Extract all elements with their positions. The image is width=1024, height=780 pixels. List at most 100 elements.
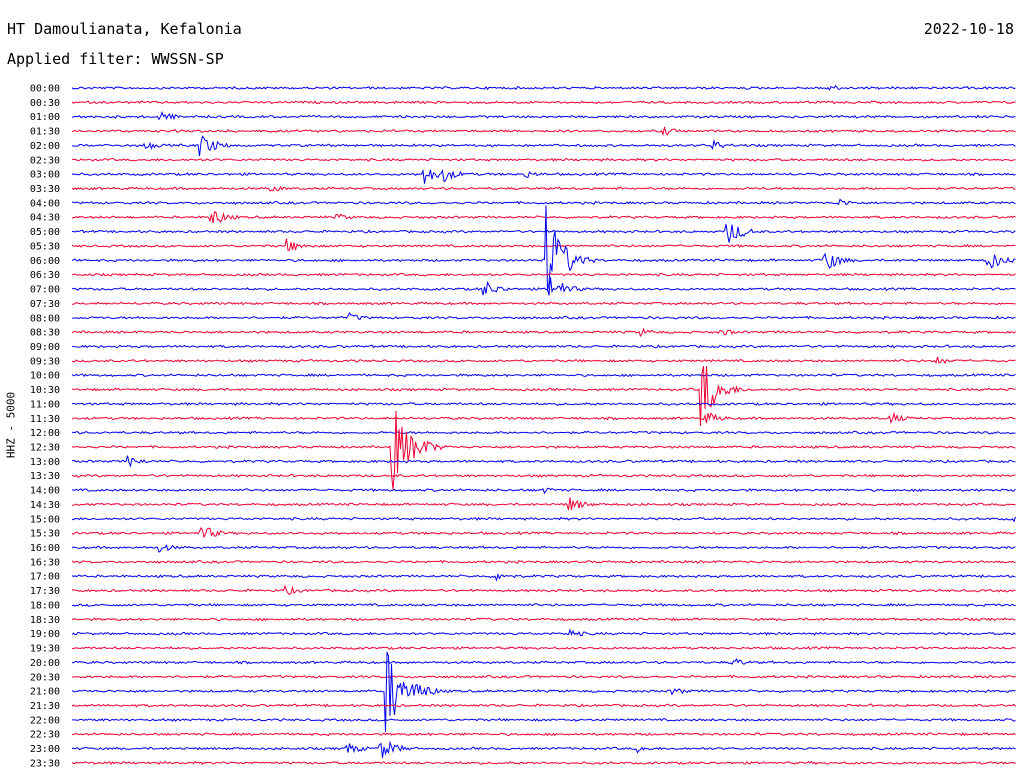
- row-time-label: 18:00: [30, 600, 60, 611]
- row-time-label: 16:00: [30, 543, 60, 554]
- row-time-label: 00:00: [30, 84, 60, 95]
- row-time-label: 09:00: [30, 342, 60, 353]
- trace-line: [71, 327, 1016, 338]
- trace-line: [71, 430, 1016, 435]
- row-time-label: 09:30: [30, 356, 60, 367]
- row-time-label: 01:30: [30, 127, 60, 138]
- row-time-label: 02:30: [30, 155, 60, 166]
- trace-line: [71, 157, 1016, 162]
- row-time-label: 20:30: [30, 672, 60, 683]
- trace-line: [72, 224, 1016, 243]
- row-time-label: 10:30: [30, 385, 60, 396]
- filter-label: Applied filter: WWSSN-SP: [7, 50, 224, 68]
- row-time-label: 13:00: [30, 457, 60, 468]
- trace-line: [72, 645, 1016, 651]
- row-time-label: 18:30: [30, 615, 60, 626]
- row-time-label: 07:00: [30, 285, 60, 296]
- row-time-label: 15:00: [30, 514, 60, 525]
- trace-line: [71, 356, 1016, 365]
- trace-line: [71, 366, 1016, 427]
- trace-line: [72, 717, 1016, 722]
- trace-line: [72, 658, 1016, 665]
- trace-line: [71, 674, 1016, 679]
- trace-line: [71, 100, 1016, 105]
- row-time-label: 20:00: [30, 658, 60, 669]
- trace-line: [71, 185, 1016, 192]
- trace-line: [71, 516, 1016, 523]
- trace-line: [71, 344, 1016, 349]
- trace-line: [71, 602, 1016, 607]
- trace-line: [71, 238, 1016, 251]
- row-time-label: 21:00: [30, 687, 60, 698]
- row-time-label: 19:00: [30, 629, 60, 640]
- trace-line: [71, 584, 1016, 596]
- row-time-label: 11:00: [30, 399, 60, 410]
- trace-line: [71, 168, 1016, 184]
- trace-line: [71, 410, 1016, 490]
- trace-line: [71, 573, 1016, 582]
- row-time-label: 16:30: [30, 557, 60, 568]
- trace-line: [72, 301, 1016, 306]
- trace-line: [71, 544, 1016, 553]
- row-time-label: 08:30: [30, 328, 60, 339]
- trace-line: [71, 401, 1016, 406]
- row-time-label: 21:30: [30, 701, 60, 712]
- row-time-label: 04:00: [30, 198, 60, 209]
- row-time-label: 04:30: [30, 213, 60, 224]
- trace-line: [71, 617, 1016, 622]
- row-time-label: 03:00: [30, 170, 60, 181]
- row-time-label: 01:00: [30, 112, 60, 123]
- row-time-label: 13:30: [30, 471, 60, 482]
- row-time-label: 12:00: [30, 428, 60, 439]
- trace-line: [71, 628, 1016, 637]
- trace-line: [71, 272, 1016, 277]
- trace-line: [71, 126, 1016, 136]
- trace-line: [72, 110, 1016, 121]
- trace-line: [71, 373, 1016, 378]
- row-time-label: 12:30: [30, 443, 60, 454]
- row-time-label: 23:30: [30, 758, 60, 769]
- row-time-label: 14:00: [30, 486, 60, 497]
- trace-line: [71, 497, 1016, 511]
- row-time-label: 06:00: [30, 256, 60, 267]
- row-time-label: 15:30: [30, 529, 60, 540]
- trace-line: [71, 198, 1016, 206]
- row-time-label: 11:30: [30, 414, 60, 425]
- row-time-label: 22:30: [30, 730, 60, 741]
- row-time-label: 22:00: [30, 715, 60, 726]
- row-time-label: 05:30: [30, 241, 60, 252]
- trace-line: [71, 487, 1016, 495]
- trace-line: [71, 85, 1016, 91]
- trace-line: [71, 411, 1016, 425]
- row-time-label: 10:00: [30, 371, 60, 382]
- trace-line: [71, 732, 1016, 737]
- row-time-label: 23:00: [30, 744, 60, 755]
- trace-line: [71, 135, 1016, 157]
- row-time-label: 00:30: [30, 98, 60, 109]
- row-time-label: 14:30: [30, 500, 60, 511]
- trace-line: [71, 703, 1016, 708]
- trace-line: [71, 455, 1016, 468]
- trace-line: [71, 740, 1016, 759]
- row-time-label: 08:00: [30, 313, 60, 324]
- row-time-label: 07:30: [30, 299, 60, 310]
- trace-line: [71, 205, 1016, 292]
- row-time-label: 17:30: [30, 586, 60, 597]
- trace-line: [71, 211, 1016, 224]
- station-title: HT Damoulianata, Kefalonia: [7, 20, 242, 38]
- row-time-label: 03:30: [30, 184, 60, 195]
- row-time-label: 19:30: [30, 644, 60, 655]
- trace-line: [71, 526, 1016, 539]
- trace-line: [71, 651, 1016, 732]
- record-date: 2022-10-18: [923, 20, 1014, 38]
- trace-line: [71, 473, 1016, 478]
- trace-line: [71, 760, 1016, 765]
- trace-line: [71, 277, 1016, 296]
- trace-line: [71, 312, 1016, 320]
- row-time-label: 06:30: [30, 270, 60, 281]
- row-time-label: 02:00: [30, 141, 60, 152]
- row-time-label: 17:00: [30, 572, 60, 583]
- trace-line: [71, 559, 1016, 564]
- row-time-label: 05:00: [30, 227, 60, 238]
